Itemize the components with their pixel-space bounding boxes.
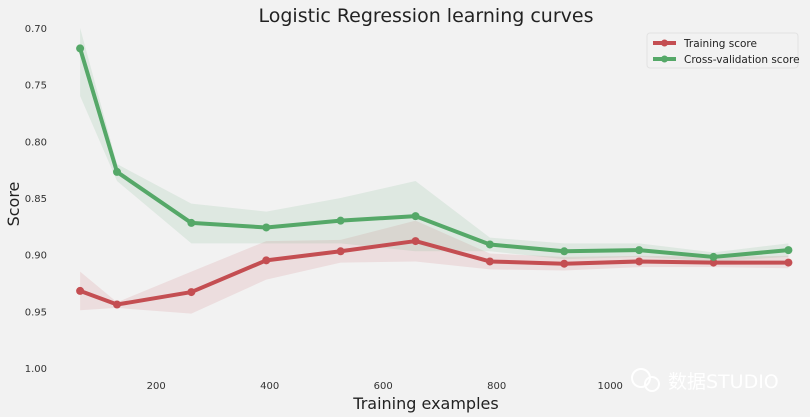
legend-marker-0 bbox=[661, 39, 668, 47]
point-series-0-2 bbox=[187, 288, 196, 297]
legend: Training score Cross-validation score bbox=[646, 32, 800, 69]
point-series-1-1 bbox=[112, 167, 121, 176]
band-series-1 bbox=[80, 28, 789, 262]
point-series-0-5 bbox=[411, 237, 420, 246]
legend-label-0: Training score bbox=[683, 38, 757, 50]
y-tick-label: 0.75 bbox=[25, 81, 47, 92]
x-tick-label: 800 bbox=[487, 381, 506, 392]
point-series-1-6 bbox=[485, 240, 494, 249]
point-series-0-6 bbox=[485, 257, 494, 266]
point-series-0-1 bbox=[112, 300, 121, 309]
x-axis-ticks: 200 400 600 800 1000 bbox=[147, 381, 623, 392]
legend-label-1: Cross-validation score bbox=[684, 54, 800, 66]
point-series-1-8 bbox=[635, 246, 644, 255]
point-series-0-10 bbox=[784, 258, 793, 267]
y-tick-label: 0.80 bbox=[25, 137, 47, 148]
y-axis-label: Score bbox=[4, 182, 23, 227]
x-tick-label: 1000 bbox=[597, 381, 622, 392]
chart-title: Logistic Regression learning curves bbox=[259, 5, 594, 27]
point-series-0-3 bbox=[262, 256, 271, 265]
point-series-1-4 bbox=[336, 216, 345, 225]
point-series-1-10 bbox=[784, 246, 793, 255]
y-tick-label: 0.70 bbox=[25, 24, 47, 35]
point-series-0-7 bbox=[560, 259, 569, 268]
x-tick-label: 400 bbox=[260, 381, 279, 392]
watermark: 数据STUDIO bbox=[631, 368, 779, 393]
x-tick-label: 200 bbox=[147, 381, 166, 392]
point-series-0-0 bbox=[76, 286, 85, 295]
point-series-1-7 bbox=[560, 247, 569, 256]
y-tick-label: 0.85 bbox=[25, 194, 47, 205]
point-series-0-8 bbox=[635, 257, 644, 266]
legend-box bbox=[646, 32, 799, 69]
point-series-1-9 bbox=[709, 252, 718, 261]
x-tick-label: 600 bbox=[374, 381, 393, 392]
wechat-icon bbox=[631, 368, 660, 392]
plot-area bbox=[76, 28, 793, 314]
point-series-0-9 bbox=[709, 258, 718, 267]
x-axis-label: Training examples bbox=[352, 394, 498, 413]
legend-marker-1 bbox=[661, 55, 668, 63]
y-tick-label: 0.95 bbox=[25, 307, 47, 318]
series-layer bbox=[76, 28, 793, 314]
watermark-text: 数据STUDIO bbox=[668, 371, 779, 393]
point-series-1-3 bbox=[262, 223, 271, 232]
y-axis-ticks: 0.70 0.75 0.80 0.85 0.90 0.95 1.00 bbox=[25, 24, 47, 375]
y-tick-label: 1.00 bbox=[25, 364, 47, 375]
point-series-1-0 bbox=[76, 44, 85, 53]
point-series-1-2 bbox=[187, 218, 196, 227]
point-series-1-5 bbox=[411, 212, 420, 221]
point-series-0-4 bbox=[336, 247, 345, 256]
band-series-0 bbox=[80, 220, 789, 314]
y-tick-label: 0.90 bbox=[25, 251, 47, 262]
